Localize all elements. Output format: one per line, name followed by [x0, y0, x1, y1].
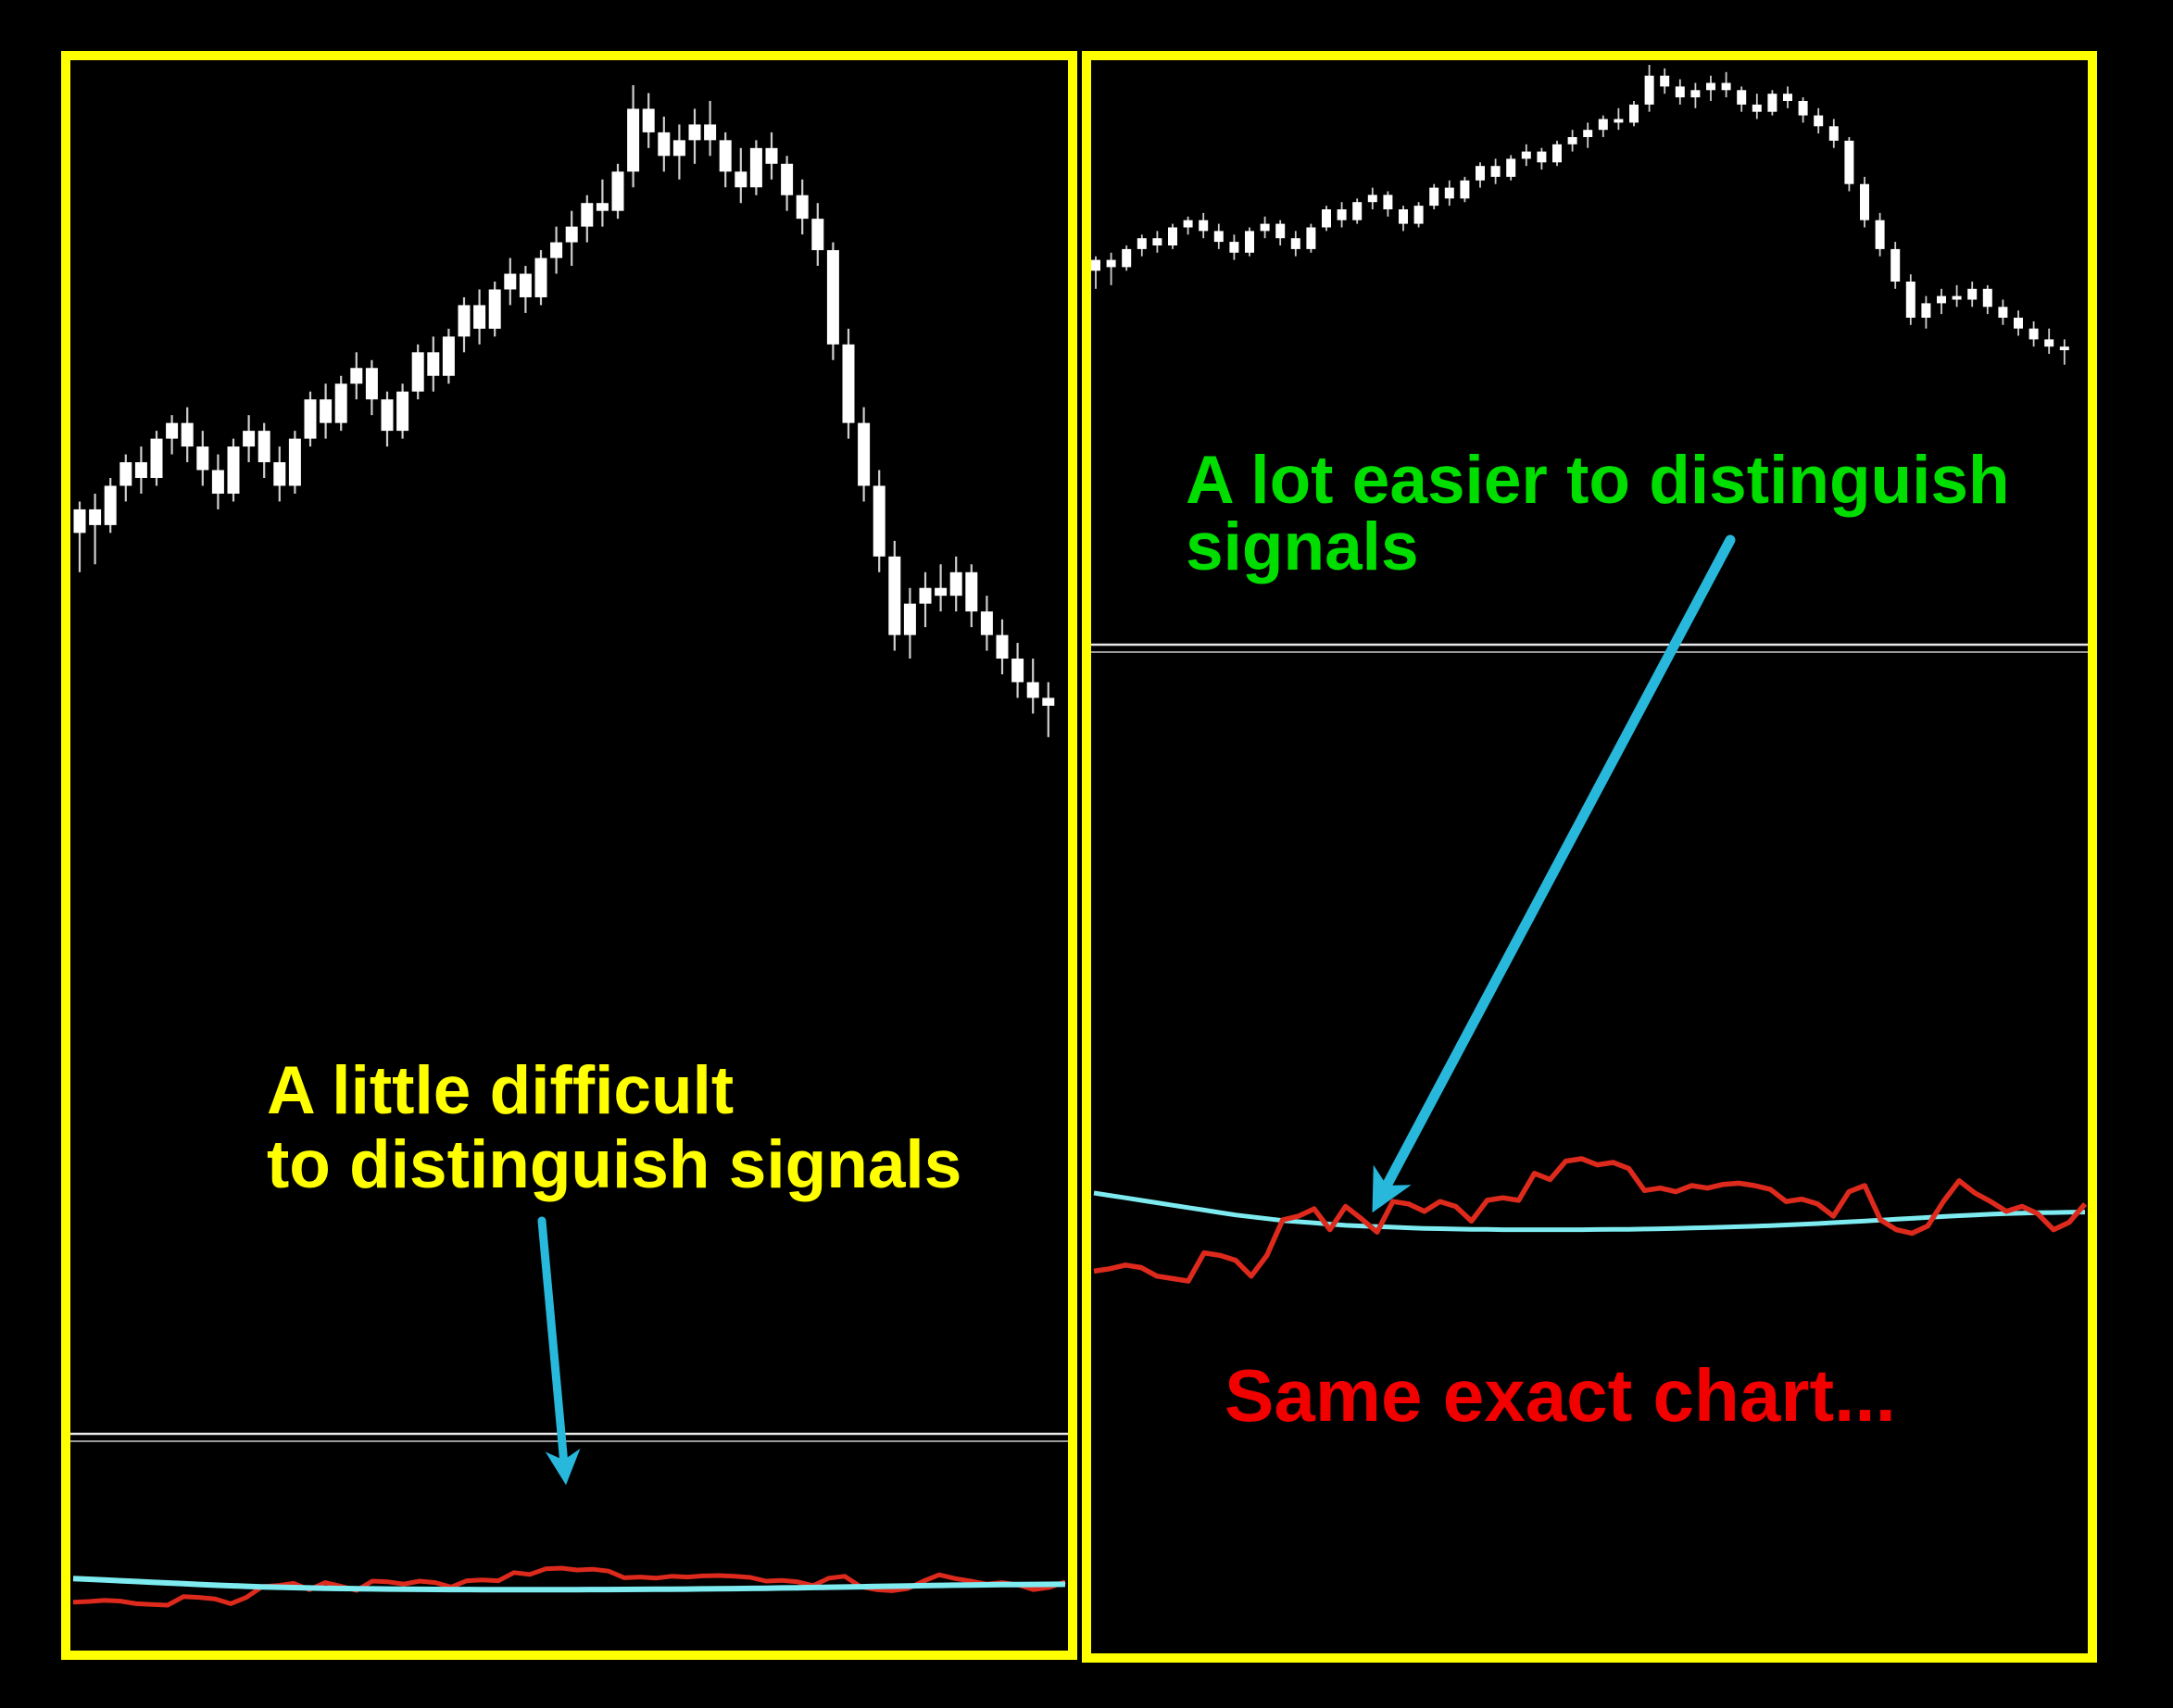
right-candlestick-chart [1091, 65, 2088, 1284]
left-caption-line1: A little difficult [267, 1053, 735, 1128]
right-chart-panel: A lot easier to distinguish signals Same… [1082, 51, 2097, 1663]
right-caption-line2: signals [1186, 509, 1419, 584]
right-caption-line1: A lot easier to distinguish [1186, 443, 2010, 518]
left-caption-line2: to distinguish signals [267, 1127, 962, 1202]
right-caption: A lot easier to distinguish signals [1186, 443, 2010, 584]
cyan-arrow [1372, 534, 1736, 1213]
same-chart-footer: Same exact chart... [1225, 1354, 1896, 1437]
cyan-arrow [537, 1216, 581, 1486]
left-candlestick-chart [70, 85, 1068, 1608]
left-caption: A little difficult to distinguish signal… [267, 1054, 961, 1202]
left-chart-panel: A little difficult to distinguish signal… [61, 51, 1077, 1660]
